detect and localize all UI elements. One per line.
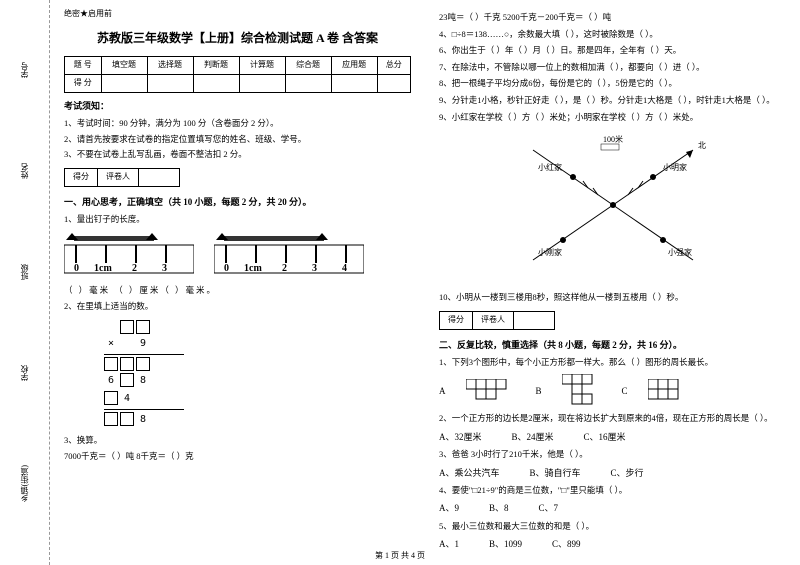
right-column: 23吨＝（ ）千克 5200千克－200千克＝（ ）吨 4、□÷8＝138……○… bbox=[425, 0, 800, 565]
choice: C、16厘米 bbox=[584, 430, 626, 444]
th: 计算题 bbox=[239, 56, 285, 74]
score-blank bbox=[514, 312, 554, 329]
compass-diagram: 100米 小红家 小明家 小刚家 小强家 北 bbox=[439, 130, 786, 284]
th: 填空题 bbox=[101, 56, 147, 74]
svg-text:小红家: 小红家 bbox=[538, 162, 562, 172]
opt-b: B bbox=[536, 384, 542, 398]
choice: B、8 bbox=[489, 501, 509, 515]
choice: A、32厘米 bbox=[439, 430, 482, 444]
q3-line1: 7000千克＝（ ）吨 8千克＝（ ）克 bbox=[64, 450, 411, 464]
th: 判断题 bbox=[193, 56, 239, 74]
exam-page: 学号 姓名 班级 学校 乡镇(街道) 绝密★启用前 苏教版三年级数学【上册】综合… bbox=[0, 0, 800, 565]
s2-question-4: 4、要使"□21÷9"的商是三位数，"□"里只能填（ ）。 bbox=[439, 484, 786, 498]
choice: C、7 bbox=[539, 501, 559, 515]
question-9: 9、小红家在学校（ ）方（ ）米处；小明家在学校（ ）方（ ）米处。 bbox=[439, 111, 786, 125]
th: 综合题 bbox=[285, 56, 331, 74]
q4-choices: A、9 B、8 C、7 bbox=[439, 501, 786, 515]
instruction-item: 1、考试时间：90 分钟，满分为 100 分（含卷面分 2 分）。 bbox=[64, 117, 411, 131]
compass-icon: 100米 小红家 小明家 小刚家 小强家 北 bbox=[503, 130, 723, 280]
s2-question-2: 2、一个正方形的边长是2厘米，现在将边长扩大到原来的4倍，现在正方形的周长是（ … bbox=[439, 412, 786, 426]
th: 选择题 bbox=[147, 56, 193, 74]
question-10: 10、小明从一楼到三楼用8秒，照这样他从一楼到五楼用（ ）秒。 bbox=[439, 291, 786, 305]
instructions-list: 1、考试时间：90 分钟，满分为 100 分（含卷面分 2 分）。 2、请首先按… bbox=[64, 117, 411, 162]
q2-choices: A、32厘米 B、24厘米 C、16厘米 bbox=[439, 430, 786, 444]
svg-text:1cm: 1cm bbox=[94, 263, 112, 274]
binding-field: 学号 bbox=[19, 62, 30, 78]
question-6: 7、在除法中，不管除以哪一位上的数相加满（ ），都要向（ ）进（ ）。 bbox=[439, 61, 786, 75]
s2-question-1: 1、下列3个图形中，每个小正方形都一样大。那么（ ）图形的周长最长。 bbox=[439, 356, 786, 370]
binding-margin: 学号 姓名 班级 学校 乡镇(街道) bbox=[0, 0, 50, 565]
q1-answer-blanks: （ ）毫米 （ ）厘米（ ）毫米。 bbox=[64, 284, 411, 298]
ruler-diagrams: 0 1cm 2 3 0 1cm 2 bbox=[64, 233, 411, 278]
svg-text:北: 北 bbox=[698, 141, 706, 150]
svg-text:3: 3 bbox=[312, 263, 317, 274]
instructions-title: 考试须知： bbox=[64, 99, 411, 113]
reviewer-label: 评卷人 bbox=[473, 312, 514, 329]
section2-title: 二、反复比较，慎重选择（共 8 小题，每题 2 分，共 16 分）。 bbox=[439, 338, 786, 352]
q3-line2: 23吨＝（ ）千克 5200千克－200千克＝（ ）吨 bbox=[439, 11, 786, 25]
content-columns: 绝密★启用前 苏教版三年级数学【上册】综合检测试题 A 卷 含答案 题 号 填空… bbox=[50, 0, 800, 565]
instruction-item: 2、请首先按要求在试卷的指定位置填写您的姓名、班级、学号。 bbox=[64, 133, 411, 147]
question-4: 4、□÷8＝138……○，余数最大填（ ），这时被除数是（ ）。 bbox=[439, 28, 786, 42]
question-1: 1、量出钉子的长度。 bbox=[64, 213, 411, 227]
svg-text:2: 2 bbox=[282, 263, 287, 274]
th: 题 号 bbox=[65, 56, 102, 74]
th: 应用题 bbox=[331, 56, 377, 74]
choice: B、24厘米 bbox=[512, 430, 554, 444]
q3-choices: A、乘公共汽车 B、骑自行车 C、步行 bbox=[439, 466, 786, 480]
score-label: 得分 bbox=[65, 169, 98, 186]
choice: C、步行 bbox=[611, 466, 644, 480]
question-5: 6、你出生于（ ）年（ ）月（ ）日。那是四年，全年有（ ）天。 bbox=[439, 44, 786, 58]
svg-text:3: 3 bbox=[162, 263, 167, 274]
binding-field: 班级 bbox=[19, 264, 30, 280]
svg-text:小刚家: 小刚家 bbox=[538, 247, 562, 257]
svg-text:2: 2 bbox=[132, 263, 137, 274]
left-column: 绝密★启用前 苏教版三年级数学【上册】综合检测试题 A 卷 含答案 题 号 填空… bbox=[50, 0, 425, 565]
shape-options: A B C bbox=[439, 374, 786, 408]
svg-text:100米: 100米 bbox=[603, 134, 623, 144]
section1-title: 一、用心思考，正确填空（共 10 小题，每题 2 分，共 20 分）。 bbox=[64, 195, 411, 209]
multiplication-diagram: ×9 68 4 8 bbox=[104, 320, 411, 428]
question-8: 9、分针走1小格，秒针正好走（ ），是（ ）秒。分针走1大格是（ ），时针走1大… bbox=[439, 94, 786, 108]
ruler-icon: 0 1cm 2 3 4 bbox=[214, 233, 364, 278]
question-2: 2、在里填上适当的数。 bbox=[64, 300, 411, 314]
s2-question-3: 3、爸爸 3小时行了210千米，他是（ ）。 bbox=[439, 448, 786, 462]
page-footer: 第 1 页 共 4 页 bbox=[0, 550, 800, 561]
exam-title: 苏教版三年级数学【上册】综合检测试题 A 卷 含答案 bbox=[64, 29, 411, 48]
svg-text:小强家: 小强家 bbox=[668, 247, 692, 257]
opt-c: C bbox=[622, 384, 628, 398]
ruler-icon: 0 1cm 2 3 bbox=[64, 233, 194, 278]
s2-question-5: 5、最小三位数和最大三位数的和是（ ）。 bbox=[439, 520, 786, 534]
question-3: 3、换算。 bbox=[64, 434, 411, 448]
svg-text:0: 0 bbox=[74, 263, 79, 274]
score-blank bbox=[139, 169, 179, 186]
svg-text:小明家: 小明家 bbox=[663, 162, 687, 172]
confidential-label: 绝密★启用前 bbox=[64, 8, 411, 21]
section-scorebox: 得分 评卷人 bbox=[439, 311, 555, 330]
reviewer-label: 评卷人 bbox=[98, 169, 139, 186]
choice: A、乘公共汽车 bbox=[439, 466, 500, 480]
binding-field: 姓名 bbox=[19, 163, 30, 179]
instruction-item: 3、不要在试卷上乱写乱画，卷面不整洁扣 2 分。 bbox=[64, 148, 411, 162]
svg-text:4: 4 bbox=[342, 263, 347, 274]
shape-b-icon bbox=[562, 374, 602, 408]
th: 总分 bbox=[377, 56, 410, 74]
binding-field: 学校 bbox=[19, 365, 30, 381]
svg-text:0: 0 bbox=[224, 263, 229, 274]
opt-a: A bbox=[439, 384, 446, 398]
score-table: 题 号 填空题 选择题 判断题 计算题 综合题 应用题 总分 得 分 bbox=[64, 56, 411, 93]
table-row: 题 号 填空题 选择题 判断题 计算题 综合题 应用题 总分 bbox=[65, 56, 411, 74]
choice: A、9 bbox=[439, 501, 459, 515]
shape-c-icon bbox=[648, 379, 682, 403]
choice: B、骑自行车 bbox=[530, 466, 581, 480]
binding-field: 乡镇(街道) bbox=[19, 465, 30, 502]
score-label: 得分 bbox=[440, 312, 473, 329]
svg-text:1cm: 1cm bbox=[244, 263, 262, 274]
td: 得 分 bbox=[65, 74, 102, 92]
shape-a-icon bbox=[466, 379, 516, 403]
section-scorebox: 得分 评卷人 bbox=[64, 168, 180, 187]
table-row: 得 分 bbox=[65, 74, 411, 92]
question-7: 8、把一根绳子平均分成6份，每份是它的（ ），5份是它的（ ）。 bbox=[439, 77, 786, 91]
